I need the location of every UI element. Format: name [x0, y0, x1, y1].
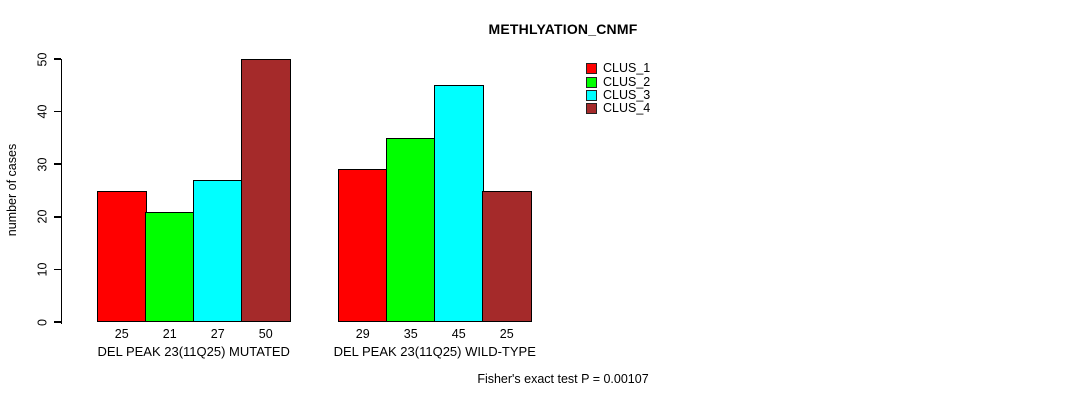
y-tick-label: 40	[35, 104, 50, 119]
legend-swatch-clus_3	[586, 89, 597, 101]
bar-clus_3-group2	[434, 85, 484, 322]
legend-swatch-clus_4	[586, 103, 597, 115]
bar-value-label: 50	[258, 327, 273, 341]
y-tick	[54, 216, 61, 218]
y-tick	[54, 321, 61, 323]
legend-item-clus_1: CLUS_1	[586, 62, 650, 75]
x-group-label: DEL PEAK 23(11Q25) MUTATED	[97, 344, 290, 359]
legend-label: CLUS_2	[603, 74, 651, 89]
bar-value-label: 21	[162, 327, 177, 341]
footnote-fishers-test: Fisher's exact test P = 0.00107	[477, 372, 649, 386]
y-tick	[54, 163, 61, 165]
bar-clus_4-group2	[482, 190, 532, 322]
bar-value-label: 25	[499, 327, 514, 341]
bar-clus_4-group1	[241, 59, 291, 322]
legend: CLUS_1 CLUS_2 CLUS_3 CLUS_4	[586, 62, 650, 116]
legend-swatch-clus_1	[586, 63, 597, 75]
y-tick	[54, 268, 61, 271]
bar-value-label: 45	[451, 327, 466, 341]
legend-label: CLUS_4	[603, 101, 651, 116]
y-tick	[54, 58, 61, 60]
y-tick	[54, 110, 61, 113]
bar-value-label: 35	[403, 327, 418, 341]
y-axis-label: number of cases	[5, 143, 19, 237]
y-tick-label: 10	[35, 262, 50, 277]
legend-label: CLUS_3	[603, 87, 651, 102]
x-group-label: DEL PEAK 23(11Q25) WILD-TYPE	[333, 344, 536, 359]
bar-value-label: 29	[355, 327, 370, 341]
bar-clus_2-group2	[386, 137, 436, 322]
bar-clus_1-group2	[338, 169, 388, 322]
y-tick-label: 30	[35, 157, 50, 172]
bar-value-label: 25	[114, 327, 129, 341]
bar-clus_2-group1	[145, 211, 195, 322]
legend-label: CLUS_1	[603, 61, 651, 76]
legend-swatch-clus_2	[586, 76, 597, 88]
bar-clus_1-group1	[97, 190, 147, 322]
bar-clus_3-group1	[193, 179, 243, 322]
y-axis-line	[60, 58, 62, 324]
y-tick-label: 50	[35, 52, 50, 66]
y-tick-label: 0	[35, 318, 50, 326]
bar-value-label: 27	[210, 327, 225, 341]
legend-item-clus_4: CLUS_4	[586, 102, 650, 115]
chart-title: METHLYATION_CNMF	[488, 21, 638, 37]
legend-item-clus_2: CLUS_2	[586, 75, 650, 88]
legend-item-clus_3: CLUS_3	[586, 87, 651, 102]
y-tick-label: 20	[35, 209, 50, 224]
